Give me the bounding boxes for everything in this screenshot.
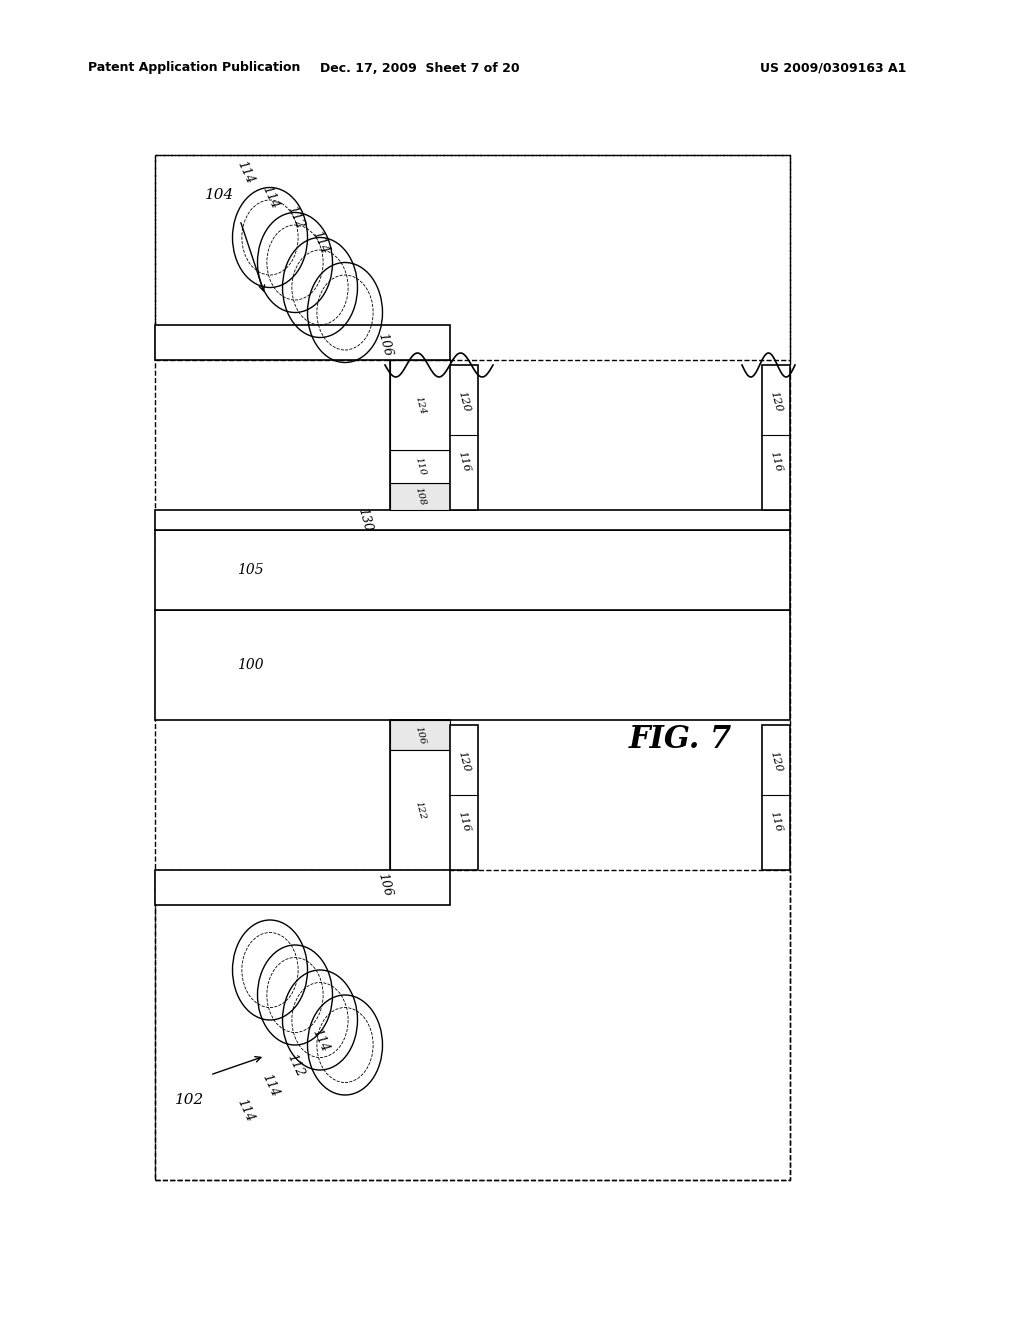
Text: 100: 100 xyxy=(237,657,263,672)
Bar xyxy=(155,870,450,906)
Bar xyxy=(390,450,450,483)
Text: 114: 114 xyxy=(309,228,331,256)
Text: 120: 120 xyxy=(768,750,783,774)
Text: Dec. 17, 2009  Sheet 7 of 20: Dec. 17, 2009 Sheet 7 of 20 xyxy=(321,62,520,74)
Bar xyxy=(762,366,790,510)
Text: 106: 106 xyxy=(376,871,394,899)
Bar xyxy=(762,725,790,870)
Text: 114: 114 xyxy=(234,158,256,186)
Text: 102: 102 xyxy=(175,1093,205,1107)
Text: 114: 114 xyxy=(309,1027,331,1053)
Text: 106: 106 xyxy=(414,725,427,746)
Text: 112: 112 xyxy=(284,203,306,231)
Text: 122: 122 xyxy=(414,800,427,820)
Text: 112: 112 xyxy=(284,1051,306,1078)
Bar xyxy=(155,325,450,360)
Bar xyxy=(390,719,450,750)
Text: 130: 130 xyxy=(355,507,375,533)
Text: 120: 120 xyxy=(457,750,472,774)
Text: 104: 104 xyxy=(206,187,234,202)
Text: 116: 116 xyxy=(768,450,783,474)
Bar xyxy=(155,870,790,1180)
Bar xyxy=(390,360,450,450)
Text: 114: 114 xyxy=(259,1072,281,1098)
Text: 110: 110 xyxy=(414,457,427,477)
Text: Patent Application Publication: Patent Application Publication xyxy=(88,62,300,74)
Text: US 2009/0309163 A1: US 2009/0309163 A1 xyxy=(760,62,906,74)
Bar xyxy=(390,483,450,510)
Text: 116: 116 xyxy=(457,810,472,834)
Bar xyxy=(390,750,450,870)
Bar xyxy=(450,725,478,870)
Bar xyxy=(155,610,790,719)
Text: 116: 116 xyxy=(457,450,472,474)
Text: 114: 114 xyxy=(259,183,281,211)
Bar xyxy=(155,154,790,360)
Text: 106: 106 xyxy=(376,331,394,358)
Text: 116: 116 xyxy=(768,810,783,834)
Text: 124: 124 xyxy=(414,395,427,416)
Bar xyxy=(390,719,450,870)
Text: 114: 114 xyxy=(234,1097,256,1123)
Bar xyxy=(155,154,790,1180)
Text: 108: 108 xyxy=(414,486,427,507)
Bar xyxy=(450,366,478,510)
Text: FIG. 7: FIG. 7 xyxy=(629,725,731,755)
Text: 105: 105 xyxy=(237,564,263,577)
Bar xyxy=(390,360,450,510)
Text: 120: 120 xyxy=(457,391,472,413)
Bar xyxy=(155,510,790,531)
Bar xyxy=(155,531,790,610)
Text: 120: 120 xyxy=(768,391,783,413)
